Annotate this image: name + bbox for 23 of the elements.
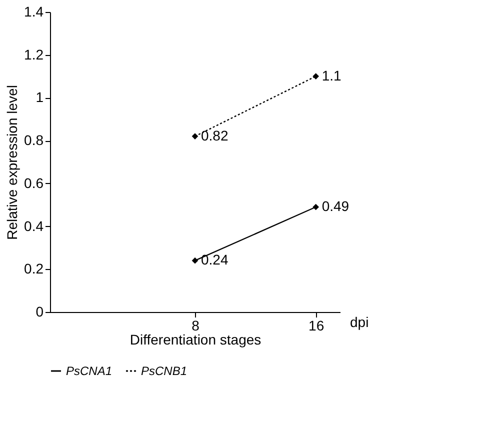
data-label: 0.82 [201,127,228,144]
y-axis-title: Relative expression level [4,85,20,240]
point [192,257,198,264]
data-label: 0.24 [201,252,228,268]
point [312,73,319,80]
data-label: 0.49 [322,198,350,214]
y-tick-label: 0.6 [24,174,44,191]
y-tick-label: 0.8 [24,132,44,148]
point [312,204,319,210]
legend-label: PsCNB1 [141,364,188,378]
point [192,133,198,140]
y-tick-label: 1.4 [24,4,44,20]
y-tick-label: 0.2 [24,260,44,277]
legend-label: PsCNA1 [66,364,112,378]
text: dpi [350,314,369,330]
y-tick-label: 1.2 [24,46,44,62]
x-tick-label: 8 [192,318,200,334]
y-tick-label: 0 [36,304,44,320]
y-tick-label: 0.4 [24,218,44,234]
x-tick-label: 16 [308,318,324,334]
y-tick-label: 1 [36,89,44,106]
data-label: 1.1 [322,67,342,84]
x-axis-title: Differentiation stages [130,332,262,348]
